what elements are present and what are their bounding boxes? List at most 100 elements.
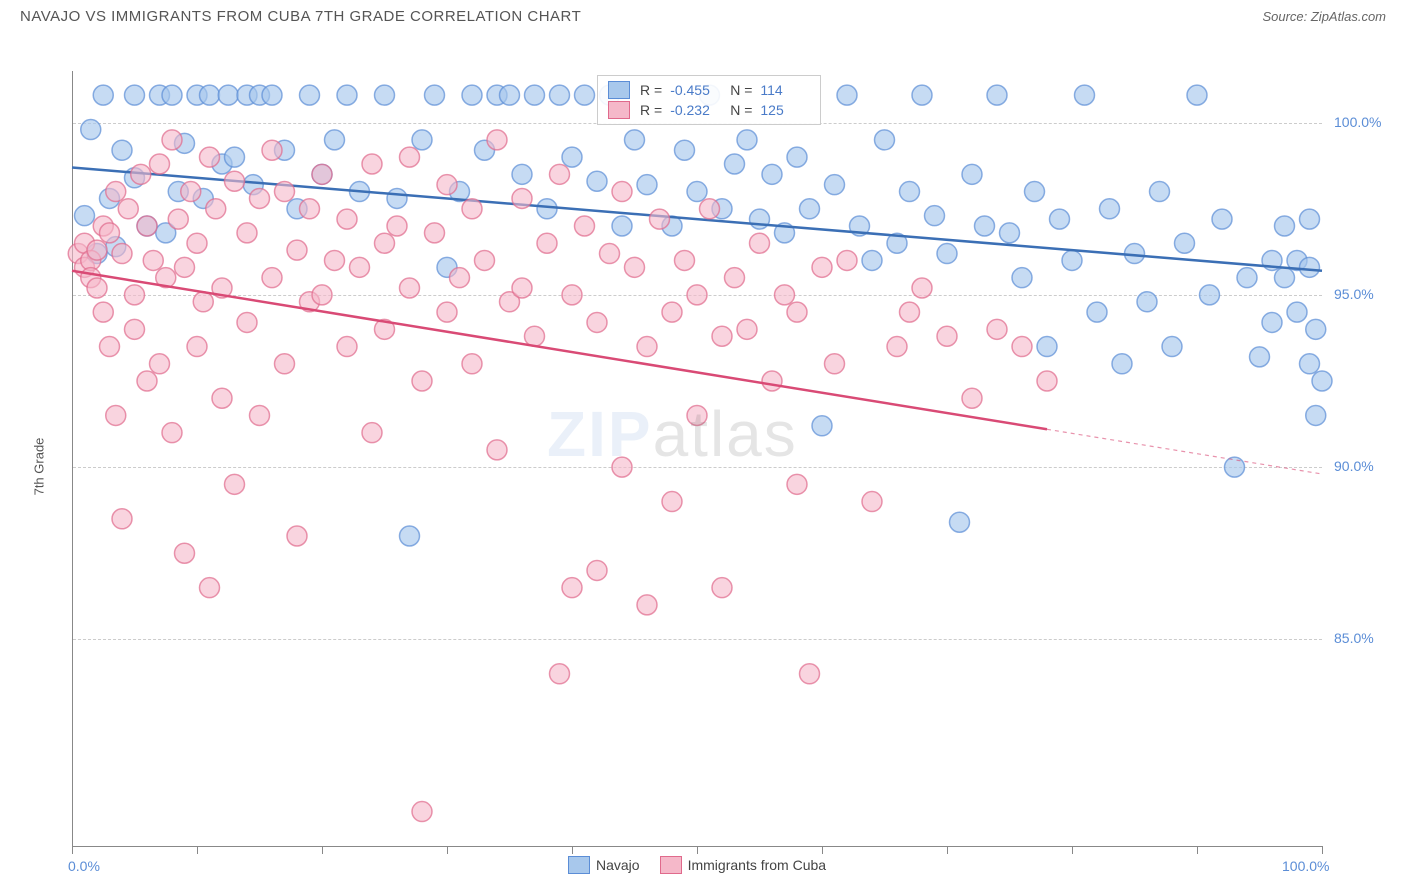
data-point: [787, 474, 807, 494]
data-point: [125, 319, 145, 339]
data-point: [1137, 292, 1157, 312]
data-point: [162, 130, 182, 150]
data-point: [106, 405, 126, 425]
legend-item: Navajo: [568, 856, 640, 874]
data-point: [787, 302, 807, 322]
data-point: [1300, 209, 1320, 229]
data-point: [1275, 268, 1295, 288]
data-point: [1112, 354, 1132, 374]
data-point: [87, 240, 107, 260]
data-point: [512, 164, 532, 184]
data-point: [387, 188, 407, 208]
data-point: [150, 154, 170, 174]
data-point: [537, 199, 557, 219]
data-point: [1306, 405, 1326, 425]
data-point: [587, 312, 607, 332]
data-point: [500, 85, 520, 105]
legend-swatch: [608, 81, 630, 99]
data-point: [875, 130, 895, 150]
data-point: [112, 140, 132, 160]
data-point: [487, 440, 507, 460]
legend-row: R =-0.232N =125: [608, 100, 810, 120]
data-point: [1150, 182, 1170, 202]
legend-swatch: [608, 101, 630, 119]
data-point: [175, 257, 195, 277]
data-point: [143, 250, 163, 270]
data-point: [837, 250, 857, 270]
data-point: [462, 85, 482, 105]
series-legend: Navajo Immigrants from Cuba: [568, 856, 826, 874]
data-point: [725, 268, 745, 288]
data-point: [437, 175, 457, 195]
data-point: [800, 199, 820, 219]
data-point: [300, 199, 320, 219]
data-point: [237, 223, 257, 243]
data-point: [612, 216, 632, 236]
data-point: [1025, 182, 1045, 202]
data-point: [1187, 85, 1207, 105]
stats-legend: R =-0.455N =114R =-0.232N =125: [597, 75, 821, 125]
data-point: [375, 85, 395, 105]
data-point: [100, 337, 120, 357]
data-point: [362, 423, 382, 443]
data-point: [712, 578, 732, 598]
data-point: [687, 182, 707, 202]
data-point: [93, 85, 113, 105]
data-point: [112, 244, 132, 264]
data-point: [168, 209, 188, 229]
data-point: [962, 164, 982, 184]
legend-row: R =-0.455N =114: [608, 80, 810, 100]
data-point: [687, 405, 707, 425]
data-point: [131, 164, 151, 184]
legend-swatch: [568, 856, 590, 874]
data-point: [87, 278, 107, 298]
data-point: [587, 171, 607, 191]
data-point: [1175, 233, 1195, 253]
data-point: [637, 175, 657, 195]
data-point: [525, 85, 545, 105]
data-point: [975, 216, 995, 236]
data-point: [187, 233, 207, 253]
data-point: [625, 130, 645, 150]
data-point: [1012, 337, 1032, 357]
data-point: [262, 268, 282, 288]
data-point: [662, 492, 682, 512]
data-point: [562, 147, 582, 167]
data-point: [475, 250, 495, 270]
data-point: [193, 292, 213, 312]
data-point: [437, 302, 457, 322]
data-point: [200, 578, 220, 598]
data-point: [900, 302, 920, 322]
data-point: [1300, 257, 1320, 277]
data-point: [1087, 302, 1107, 322]
data-point: [400, 526, 420, 546]
data-point: [206, 199, 226, 219]
data-point: [587, 560, 607, 580]
data-point: [150, 354, 170, 374]
data-point: [1287, 302, 1307, 322]
data-point: [837, 85, 857, 105]
data-point: [812, 257, 832, 277]
legend-swatch: [660, 856, 682, 874]
data-point: [118, 199, 138, 219]
data-point: [575, 85, 595, 105]
data-point: [487, 130, 507, 150]
data-point: [737, 130, 757, 150]
data-point: [400, 278, 420, 298]
data-point: [387, 216, 407, 236]
data-point: [675, 140, 695, 160]
data-point: [350, 257, 370, 277]
legend-label: Navajo: [596, 857, 640, 873]
data-point: [337, 209, 357, 229]
data-point: [612, 182, 632, 202]
data-point: [375, 233, 395, 253]
data-point: [112, 509, 132, 529]
correlation-chart: 85.0%90.0%95.0%100.0%0.0%100.0%7th Grade…: [20, 31, 1406, 886]
data-point: [575, 216, 595, 236]
data-point: [762, 371, 782, 391]
legend-label: Immigrants from Cuba: [688, 857, 826, 873]
data-point: [287, 526, 307, 546]
data-point: [550, 664, 570, 684]
data-point: [962, 388, 982, 408]
data-point: [425, 223, 445, 243]
